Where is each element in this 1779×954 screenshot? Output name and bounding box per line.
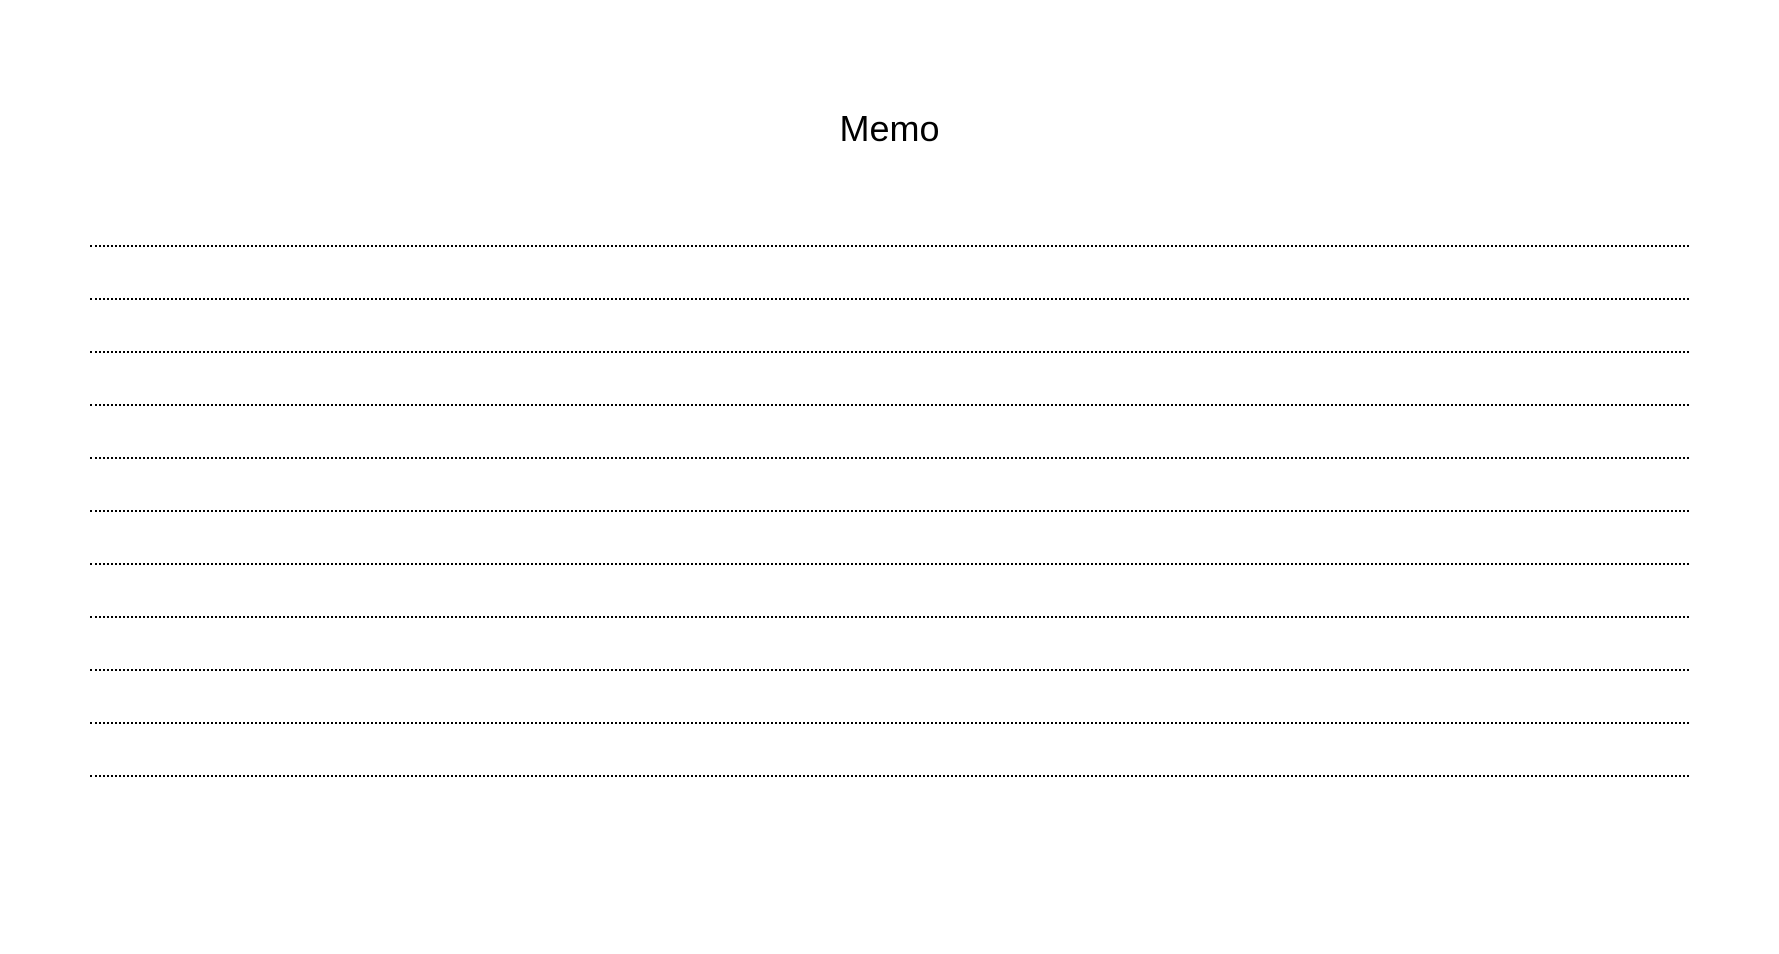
memo-line [90, 459, 1689, 512]
memo-line [90, 300, 1689, 353]
memo-line [90, 406, 1689, 459]
memo-container: Memo [0, 0, 1779, 777]
memo-line [90, 565, 1689, 618]
memo-line [90, 247, 1689, 300]
memo-line [90, 194, 1689, 247]
memo-line [90, 353, 1689, 406]
memo-line [90, 512, 1689, 565]
memo-line [90, 618, 1689, 671]
memo-lines-container [0, 194, 1779, 777]
memo-title: Memo [0, 108, 1779, 150]
memo-line [90, 724, 1689, 777]
memo-line [90, 671, 1689, 724]
